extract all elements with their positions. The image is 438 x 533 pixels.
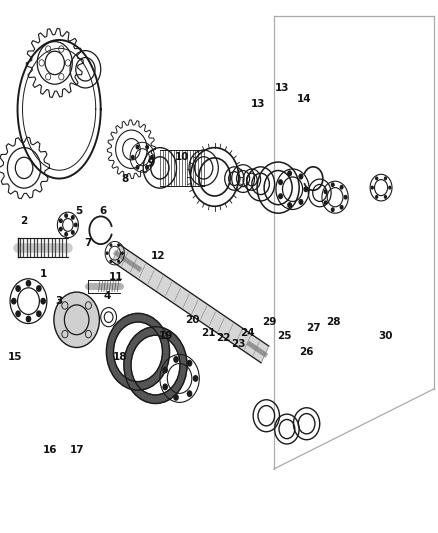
Circle shape [187, 390, 192, 397]
Circle shape [173, 356, 179, 363]
Circle shape [145, 144, 149, 150]
Text: 7: 7 [84, 238, 91, 247]
Text: 3: 3 [56, 296, 63, 306]
Circle shape [193, 375, 198, 382]
Circle shape [11, 298, 17, 304]
Text: 28: 28 [325, 318, 340, 327]
Circle shape [26, 280, 31, 287]
Text: 27: 27 [306, 323, 321, 333]
Circle shape [40, 298, 46, 304]
Text: 25: 25 [277, 331, 292, 341]
Text: 13: 13 [251, 99, 266, 109]
Circle shape [162, 383, 168, 390]
Text: 6: 6 [99, 206, 106, 215]
Circle shape [304, 186, 308, 192]
Circle shape [298, 173, 304, 180]
Circle shape [59, 227, 63, 231]
Text: 10: 10 [174, 152, 189, 162]
Text: 19: 19 [159, 331, 173, 341]
Circle shape [324, 189, 328, 194]
Circle shape [162, 367, 168, 374]
Text: 23: 23 [231, 339, 246, 349]
Text: 16: 16 [43, 446, 58, 455]
Text: 5: 5 [75, 206, 82, 215]
Circle shape [384, 195, 387, 199]
Text: 18: 18 [113, 352, 128, 362]
Circle shape [287, 171, 292, 176]
Text: 20: 20 [185, 315, 200, 325]
Text: 4: 4 [104, 291, 111, 301]
Text: 12: 12 [150, 251, 165, 261]
Circle shape [371, 185, 374, 190]
Text: 30: 30 [378, 331, 393, 341]
Text: 9: 9 [148, 158, 155, 167]
Circle shape [375, 195, 378, 199]
Circle shape [331, 182, 335, 187]
Circle shape [384, 176, 387, 180]
Text: 17: 17 [69, 446, 84, 455]
Circle shape [71, 230, 75, 235]
Circle shape [339, 205, 344, 209]
Circle shape [131, 155, 135, 160]
Text: 13: 13 [275, 83, 290, 93]
Circle shape [150, 155, 154, 160]
Circle shape [117, 260, 120, 263]
Circle shape [278, 193, 283, 199]
Circle shape [64, 232, 68, 237]
Circle shape [324, 200, 328, 205]
Circle shape [375, 176, 378, 180]
Circle shape [135, 144, 140, 150]
Circle shape [106, 252, 109, 255]
Circle shape [121, 252, 124, 255]
Circle shape [36, 285, 42, 292]
Text: 8: 8 [121, 174, 128, 183]
Text: 2: 2 [21, 216, 28, 226]
Circle shape [71, 215, 75, 220]
Circle shape [331, 207, 335, 212]
Circle shape [339, 185, 344, 190]
Text: 21: 21 [201, 328, 215, 338]
Polygon shape [112, 245, 269, 363]
Text: 11: 11 [109, 272, 124, 282]
Circle shape [278, 179, 283, 185]
Circle shape [59, 219, 63, 223]
Circle shape [343, 195, 348, 200]
Text: 24: 24 [240, 328, 255, 338]
Circle shape [287, 202, 292, 208]
Circle shape [64, 213, 68, 218]
Text: 14: 14 [297, 94, 312, 103]
Circle shape [187, 360, 192, 367]
Text: 1: 1 [40, 270, 47, 279]
Text: 22: 22 [216, 334, 231, 343]
Circle shape [388, 185, 392, 190]
Circle shape [74, 222, 78, 228]
Circle shape [298, 199, 304, 205]
Text: 26: 26 [299, 347, 314, 357]
Circle shape [135, 165, 140, 170]
Circle shape [117, 243, 120, 247]
Circle shape [110, 243, 113, 247]
Circle shape [36, 310, 42, 317]
Circle shape [15, 285, 21, 292]
Circle shape [54, 292, 99, 348]
Circle shape [145, 165, 149, 170]
Circle shape [15, 310, 21, 317]
Text: 29: 29 [262, 318, 276, 327]
Circle shape [26, 316, 31, 322]
Text: 15: 15 [8, 352, 23, 362]
Circle shape [173, 394, 179, 401]
Circle shape [110, 260, 113, 263]
